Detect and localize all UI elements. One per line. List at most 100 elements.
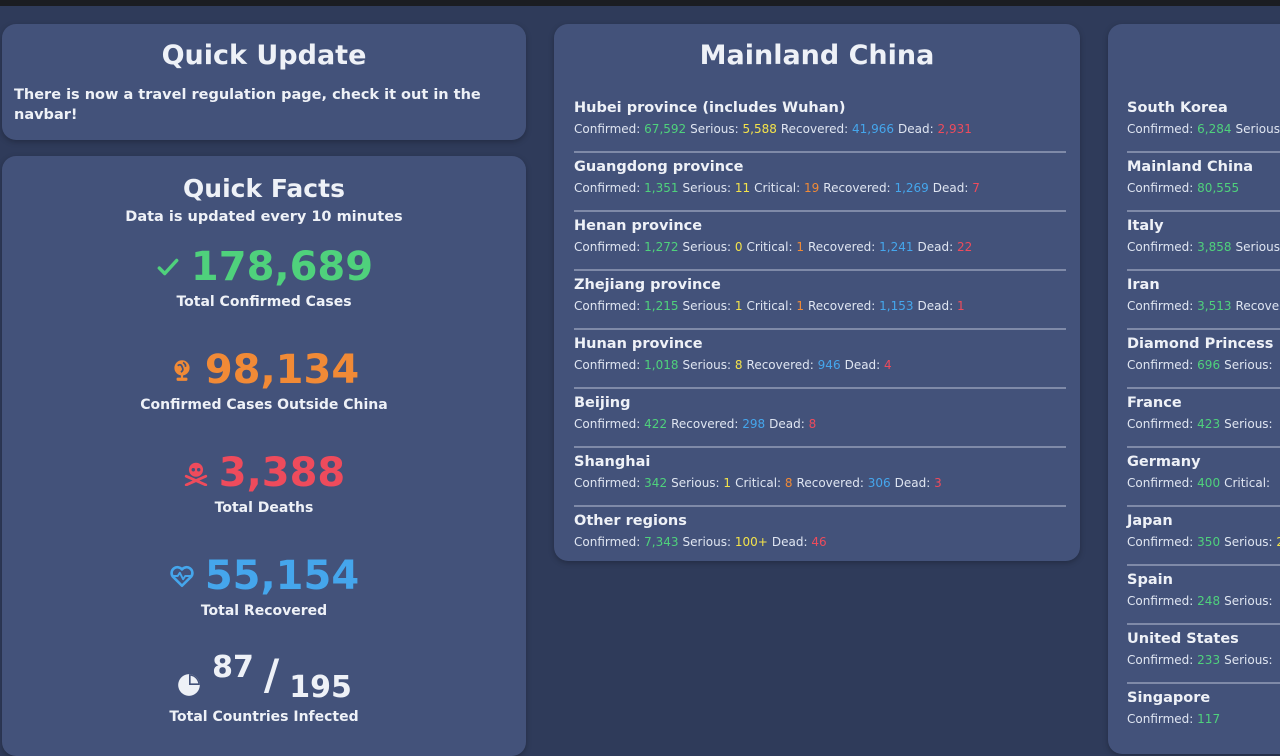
stat-label: Recovered: (671, 417, 739, 431)
top-bar (0, 0, 1280, 6)
region-item: Shanghai Confirmed: 342 Serious: 1 Critical… (574, 448, 1066, 507)
stat-label: Serious: (1235, 122, 1280, 136)
stat-value: 233 (1197, 653, 1221, 667)
stat-value: 350 (1197, 535, 1221, 549)
stat-label: Confirmed: (1127, 712, 1194, 726)
stat-value: 3,513 (1197, 299, 1232, 313)
stat-value: 2 (1276, 535, 1280, 549)
region-item-stats: Confirmed: 1,272 Serious: 0 Critical: 1 Rec… (574, 238, 1066, 256)
stat-value: 423 (1197, 417, 1221, 431)
country-item: South Korea Confirmed: 6,284 Serious: (1127, 94, 1280, 153)
stat-value: 4 (884, 358, 892, 372)
stat-outside-china: 98,134 Confirmed Cases Outside China (2, 347, 526, 413)
region-item-name: Shanghai (574, 454, 651, 470)
region-item-name: Zhejiang province (574, 277, 721, 293)
stat-value: 8 (784, 476, 793, 490)
stat-label: Recovered: (823, 181, 891, 195)
stat-value: 1 (956, 299, 965, 313)
country-item: Germany Confirmed: 400 Critical: (1127, 448, 1280, 507)
stat-label: Dead: (932, 181, 969, 195)
stat-label: Dead: (844, 358, 881, 372)
stat-value: 696 (1197, 358, 1221, 372)
stat-value: 0 (734, 240, 743, 254)
region-item-name: Hubei province (includes Wuhan) (574, 100, 846, 116)
country-item-stats: Confirmed: 3,513 Recove (1127, 297, 1280, 315)
stat-value: 8 (734, 358, 743, 372)
country-item-stats: Confirmed: 233 Serious: (1127, 651, 1280, 669)
country-item: France Confirmed: 423 Serious: (1127, 389, 1280, 448)
country-item-name: Germany (1127, 454, 1201, 470)
country-item-stats: Confirmed: 3,858 Serious: (1127, 238, 1280, 256)
country-item-name: Singapore (1127, 690, 1211, 706)
country-item-name: Mainland China (1127, 159, 1254, 175)
stat-label: Critical: (746, 240, 793, 254)
stat-label: Dead: (771, 535, 808, 549)
country-item-name: Diamond Princess (1127, 336, 1274, 352)
stat-label: Recovered: (746, 358, 814, 372)
region-item-stats: Confirmed: 7,343 Serious: 100+ Dead: 46 (574, 533, 1066, 551)
pie-chart-icon (178, 674, 200, 696)
stat-value: 1,272 (644, 240, 679, 254)
region-list: Hubei province (includes Wuhan) Confirmed… (574, 94, 1066, 566)
stat-label: Recovered: (808, 299, 876, 313)
fraction-slash: / (263, 650, 280, 699)
mainland-china-card: Mainland China Hubei province (includes … (554, 24, 1080, 561)
stat-value: 117 (1197, 712, 1221, 726)
region-item-name: Guangdong province (574, 159, 744, 175)
stat-label: Confirmed: (1127, 476, 1194, 490)
stat-label: Dead: (917, 299, 954, 313)
stat-value: 1,351 (644, 181, 679, 195)
quick-update-message: There is now a travel regulation page, c… (14, 87, 481, 123)
stat-label: Critical: (754, 181, 801, 195)
stat-recovered: 55,154 Total Recovered (2, 553, 526, 619)
country-item-name: Iran (1127, 277, 1160, 293)
deaths-label: Total Deaths (214, 500, 314, 516)
country-item-name: Italy (1127, 218, 1164, 234)
quick-update-card: Quick Update There is now a travel regul… (2, 24, 526, 140)
stat-value: 1 (734, 299, 743, 313)
stat-label: Confirmed: (574, 476, 641, 490)
stat-label: Confirmed: (574, 535, 641, 549)
region-item-name: Beijing (574, 395, 631, 411)
stat-value: 80,555 (1197, 181, 1240, 195)
stat-countries-infected: 87 / 195 Total Countries Infected (2, 650, 526, 725)
stat-value: 1 (796, 299, 804, 313)
stat-label: Serious: (682, 299, 732, 313)
country-item-stats: Confirmed: 423 Serious: (1127, 415, 1280, 433)
skull-crossbones-icon (184, 462, 207, 486)
heartbeat-icon (170, 565, 194, 588)
stat-value: 306 (867, 476, 891, 490)
stat-label: Dead: (898, 122, 934, 136)
region-item: Hubei province (includes Wuhan) Confirmed… (574, 94, 1066, 153)
stat-value: 7 (972, 181, 980, 195)
stat-label: Serious: (682, 535, 732, 549)
country-item: Italy Confirmed: 3,858 Serious: (1127, 212, 1280, 271)
stat-confirmed: 178,689 Total Confirmed Cases (2, 244, 526, 310)
stat-value: 11 (734, 181, 751, 195)
stat-value: 46 (811, 535, 827, 549)
region-item: Henan province Confirmed: 1,272 Serious: 0… (574, 212, 1066, 271)
region-item-name: Henan province (574, 218, 703, 234)
country-list: South Korea Confirmed: 6,284 Serious: Main… (1127, 94, 1280, 743)
region-item: Hunan province Confirmed: 1,018 Serious: 8… (574, 330, 1066, 389)
stat-label: Confirmed: (1127, 417, 1194, 431)
countries-total: 195 (289, 670, 352, 705)
region-item-stats: Confirmed: 422 Recovered: 298 Dead: 8 (574, 415, 1066, 433)
stat-value: 2,931 (937, 122, 972, 136)
stat-label: Critical: (1224, 476, 1271, 490)
stat-value: 1,241 (879, 240, 914, 254)
stat-label: Confirmed: (1127, 181, 1194, 195)
country-item-name: South Korea (1127, 100, 1228, 116)
country-item-stats: Confirmed: 696 Serious: (1127, 356, 1280, 374)
stat-value: 1 (723, 476, 732, 490)
stat-value: 1 (796, 240, 804, 254)
country-item: United States Confirmed: 233 Serious: (1127, 625, 1280, 684)
stat-label: Confirmed: (1127, 122, 1194, 136)
countries-card: South Korea Confirmed: 6,284 Serious: Main… (1108, 24, 1280, 754)
stat-value: 41,966 (852, 122, 895, 136)
stat-label: Critical: (746, 299, 793, 313)
stat-label: Recovered: (808, 240, 876, 254)
deaths-count: 3,388 (218, 450, 346, 496)
